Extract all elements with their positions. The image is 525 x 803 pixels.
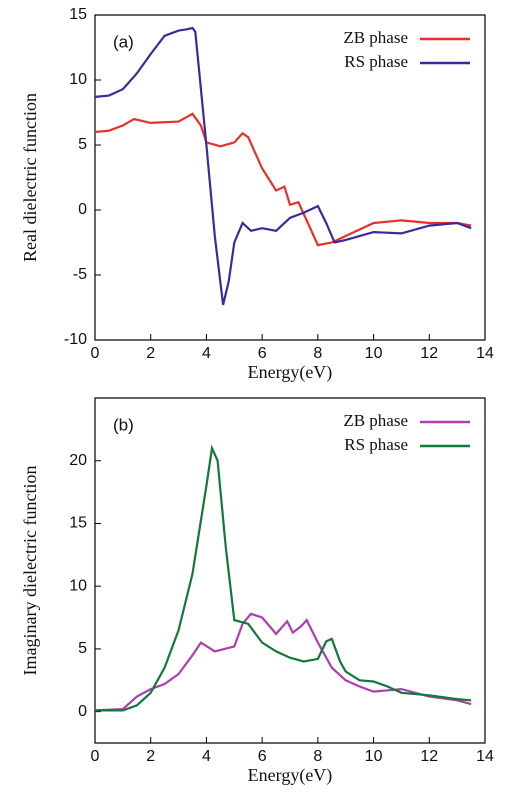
x-axis-title: Energy(eV)	[248, 362, 333, 383]
y-tick-label: 15	[69, 6, 87, 23]
x-tick-label: 2	[146, 345, 155, 362]
panel-label: (b)	[113, 415, 134, 434]
x-tick-label: 8	[313, 345, 322, 362]
y-tick-label: 10	[69, 71, 87, 88]
x-tick-label: 8	[313, 748, 322, 765]
y-tick-label: 5	[78, 136, 87, 153]
y-axis-title: Imaginary dielectric function	[20, 466, 40, 676]
x-tick-label: 2	[146, 748, 155, 765]
y-tick-label: 15	[69, 515, 87, 532]
x-tick-label: 4	[202, 748, 211, 765]
x-tick-label: 10	[365, 345, 383, 362]
x-tick-label: 0	[91, 748, 100, 765]
y-axis-title: Real dielectric function	[20, 93, 40, 262]
x-tick-label: 6	[258, 345, 267, 362]
data-line	[94, 26, 472, 306]
y-tick-label: 0	[78, 201, 87, 218]
legend-label: ZB phase	[343, 28, 408, 47]
x-tick-label: 12	[420, 345, 438, 362]
y-tick-label: -10	[64, 331, 87, 348]
x-tick-label: 4	[202, 345, 211, 362]
x-tick-label: 10	[365, 748, 383, 765]
plot-frame	[94, 397, 486, 744]
y-tick-label: 0	[78, 703, 87, 720]
data-line	[94, 112, 472, 247]
x-tick-label: 14	[476, 345, 494, 362]
legend-label: ZB phase	[343, 411, 408, 430]
x-axis-title: Energy(eV)	[248, 765, 333, 786]
panel-label: (a)	[113, 32, 134, 51]
y-tick-label: 5	[78, 640, 87, 657]
data-line	[94, 612, 472, 712]
y-tick-label: 20	[69, 452, 87, 469]
x-tick-label: 14	[476, 748, 494, 765]
legend-label: RS phase	[344, 435, 408, 454]
y-tick-label: 10	[69, 577, 87, 594]
plot-frame	[94, 14, 486, 341]
data-line	[95, 444, 472, 712]
y-tick-label: -5	[73, 266, 87, 283]
x-tick-label: 6	[258, 748, 267, 765]
x-tick-label: 0	[91, 345, 100, 362]
x-tick-label: 12	[420, 748, 438, 765]
legend-label: RS phase	[344, 52, 408, 71]
